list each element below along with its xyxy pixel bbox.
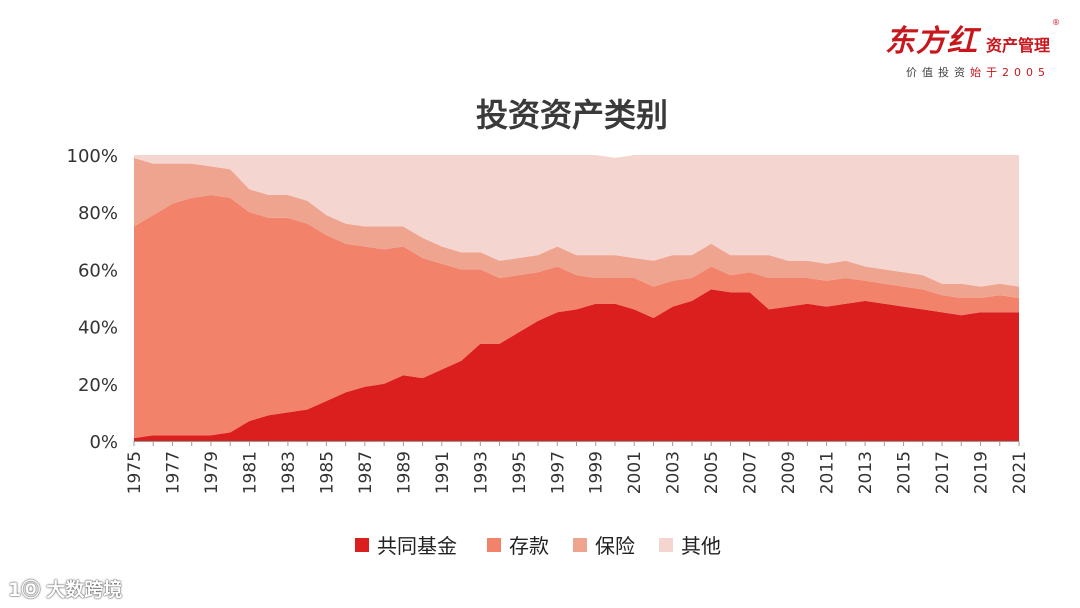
legend-label: 存款 xyxy=(509,534,549,558)
x-tick-label: 2007 xyxy=(741,451,761,494)
x-tick-label: 2003 xyxy=(664,451,684,494)
y-tick-label: 40% xyxy=(78,318,118,339)
watermark: 1Ⓞ 大数跨境 xyxy=(8,575,122,602)
x-tick-label: 1977 xyxy=(163,451,183,494)
brand-slogan-a: 价值投资 xyxy=(906,66,970,79)
x-tick-label: 2019 xyxy=(972,451,992,494)
legend-label: 保险 xyxy=(595,534,635,558)
watermark-text: 大数跨境 xyxy=(46,579,123,601)
legend: 共同基金 存款 保险 其他 xyxy=(355,534,721,558)
area-series-3 xyxy=(134,157,1019,298)
x-tick-label: 1987 xyxy=(356,451,376,494)
legend-label: 其他 xyxy=(681,534,721,558)
registered-mark: ® xyxy=(1052,18,1060,27)
y-tick-label: 60% xyxy=(78,260,118,281)
x-tick-label: 1985 xyxy=(317,451,337,494)
brand-slogan-b: 始于2005 xyxy=(970,66,1050,79)
area-layers xyxy=(134,155,1019,441)
x-tick-label: 2015 xyxy=(895,451,915,494)
area-series-2 xyxy=(134,195,1019,439)
x-tick-label: 1993 xyxy=(471,451,491,494)
legend-swatch xyxy=(573,538,587,552)
legend-label: 共同基金 xyxy=(377,534,457,558)
x-tick-label: 1979 xyxy=(202,451,222,494)
brand-name: 资产管理 xyxy=(985,36,1050,55)
area-series-4 xyxy=(134,155,1019,287)
x-tick-label: 1981 xyxy=(240,451,260,494)
brand-row: 东方红 资产管理 xyxy=(885,16,1050,60)
x-tick-label: 2001 xyxy=(625,451,645,494)
x-tick-label: 1997 xyxy=(548,451,568,494)
legend-swatch xyxy=(659,538,673,552)
y-tick-label: 100% xyxy=(67,146,118,167)
x-tick-label: 1991 xyxy=(433,451,453,494)
y-tick-label: 0% xyxy=(89,432,118,453)
x-tick-label: 2005 xyxy=(702,451,722,494)
legend-swatch xyxy=(487,538,501,552)
legend-swatch xyxy=(355,538,369,552)
x-tick-label: 2017 xyxy=(933,451,953,494)
x-tick-label: 1983 xyxy=(279,451,299,494)
x-tick-label: 2013 xyxy=(856,451,876,494)
x-tick-label: 1995 xyxy=(510,451,530,494)
brand-header: 东方红 资产管理 ® 价值投资始于2005 xyxy=(885,16,1060,80)
x-tick-label: 2009 xyxy=(779,451,799,494)
x-tick-label: 1989 xyxy=(394,451,414,494)
y-tick-label: 80% xyxy=(78,203,118,224)
y-axis: 0% 20% 40% 60% 80% 100% xyxy=(67,146,118,453)
area-series-1 xyxy=(134,289,1019,441)
x-tick-label: 2021 xyxy=(1010,451,1030,494)
brand-slogan: 价值投资始于2005 xyxy=(885,64,1050,80)
x-tick-label: 2011 xyxy=(818,451,838,494)
watermark-logo-icon: 1Ⓞ xyxy=(8,579,41,601)
y-tick-label: 20% xyxy=(78,375,118,396)
chart-title: 投资资产类别 xyxy=(476,96,668,134)
x-tick-label: 1999 xyxy=(587,451,607,494)
brand-logo: 东方红 xyxy=(884,24,978,59)
x-tick-label: 1975 xyxy=(125,451,145,494)
x-axis: 1975 1977 1979 1981 1983 1985 1987 1989 1991 1993… xyxy=(125,441,1030,494)
